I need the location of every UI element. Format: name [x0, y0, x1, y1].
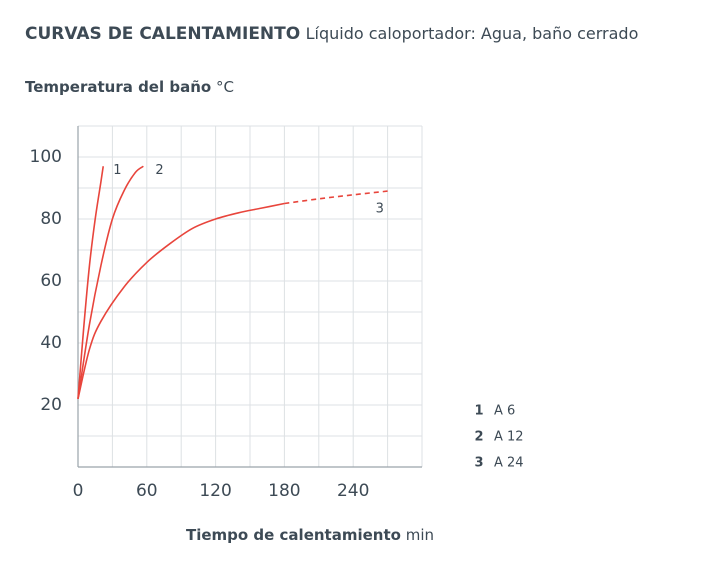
x-axis-title: Tiempo de calentamiento — [186, 526, 401, 544]
x-tick-label: 180 — [268, 481, 300, 501]
x-axis-title-line: Tiempo de calentamiento min — [186, 526, 434, 544]
legend-number: 1 — [474, 404, 483, 419]
x-tick-label: 240 — [337, 481, 369, 501]
y-axis-title-line: Temperatura del baño °C — [25, 78, 234, 96]
legend-number: 2 — [474, 430, 483, 445]
line — [77, 202, 285, 399]
y-tick-label: 80 — [40, 209, 62, 229]
legend-label: A 6 — [494, 404, 515, 419]
line — [77, 165, 144, 399]
x-tick-label: 120 — [199, 481, 231, 501]
x-tick-label: 60 — [136, 481, 158, 501]
legend-number: 3 — [474, 456, 483, 471]
y-tick-label: 60 — [40, 271, 62, 291]
series-label: 1 — [113, 163, 121, 178]
y-axis-unit: °C — [216, 78, 234, 96]
legend-label: A 24 — [494, 456, 524, 471]
chart-title: CURVAS DE CALENTAMIENTO — [25, 24, 300, 44]
legend-label: A 12 — [494, 430, 524, 445]
y-tick-label: 40 — [40, 333, 62, 353]
line — [77, 166, 105, 399]
y-tick-label: 20 — [40, 395, 62, 415]
y-axis-title: Temperatura del baño — [25, 78, 211, 96]
series-label: 3 — [376, 202, 384, 217]
y-tick-label: 100 — [30, 147, 62, 167]
chart-title-line: CURVAS DE CALENTAMIENTO Líquido caloport… — [25, 24, 638, 45]
x-tick-label: 0 — [73, 481, 84, 501]
series-label: 2 — [155, 163, 163, 178]
chart-subtitle: Líquido caloportador: Agua, baño cerrado — [306, 24, 639, 43]
x-axis-unit: min — [406, 526, 434, 544]
projected-line — [284, 190, 388, 205]
